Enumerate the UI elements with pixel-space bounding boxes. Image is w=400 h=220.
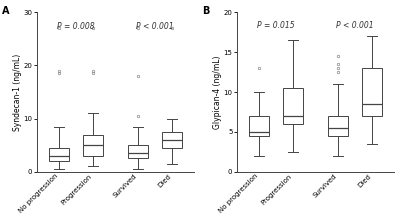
Y-axis label: Glypican-4 (ng/mL): Glypican-4 (ng/mL) — [213, 55, 222, 129]
PathPatch shape — [49, 148, 70, 161]
PathPatch shape — [328, 116, 348, 136]
PathPatch shape — [249, 116, 270, 136]
Text: B: B — [202, 6, 209, 16]
PathPatch shape — [162, 132, 182, 148]
Y-axis label: Syndecan-1 (ng/mL): Syndecan-1 (ng/mL) — [13, 53, 22, 131]
PathPatch shape — [83, 134, 103, 156]
PathPatch shape — [362, 68, 382, 116]
Text: P = 0.008: P = 0.008 — [57, 22, 95, 31]
Text: P < 0.001: P < 0.001 — [336, 21, 374, 30]
PathPatch shape — [128, 145, 148, 158]
Text: A: A — [2, 6, 9, 16]
PathPatch shape — [283, 88, 303, 124]
Text: P = 0.015: P = 0.015 — [257, 21, 295, 30]
Text: P < 0.001: P < 0.001 — [136, 22, 174, 31]
